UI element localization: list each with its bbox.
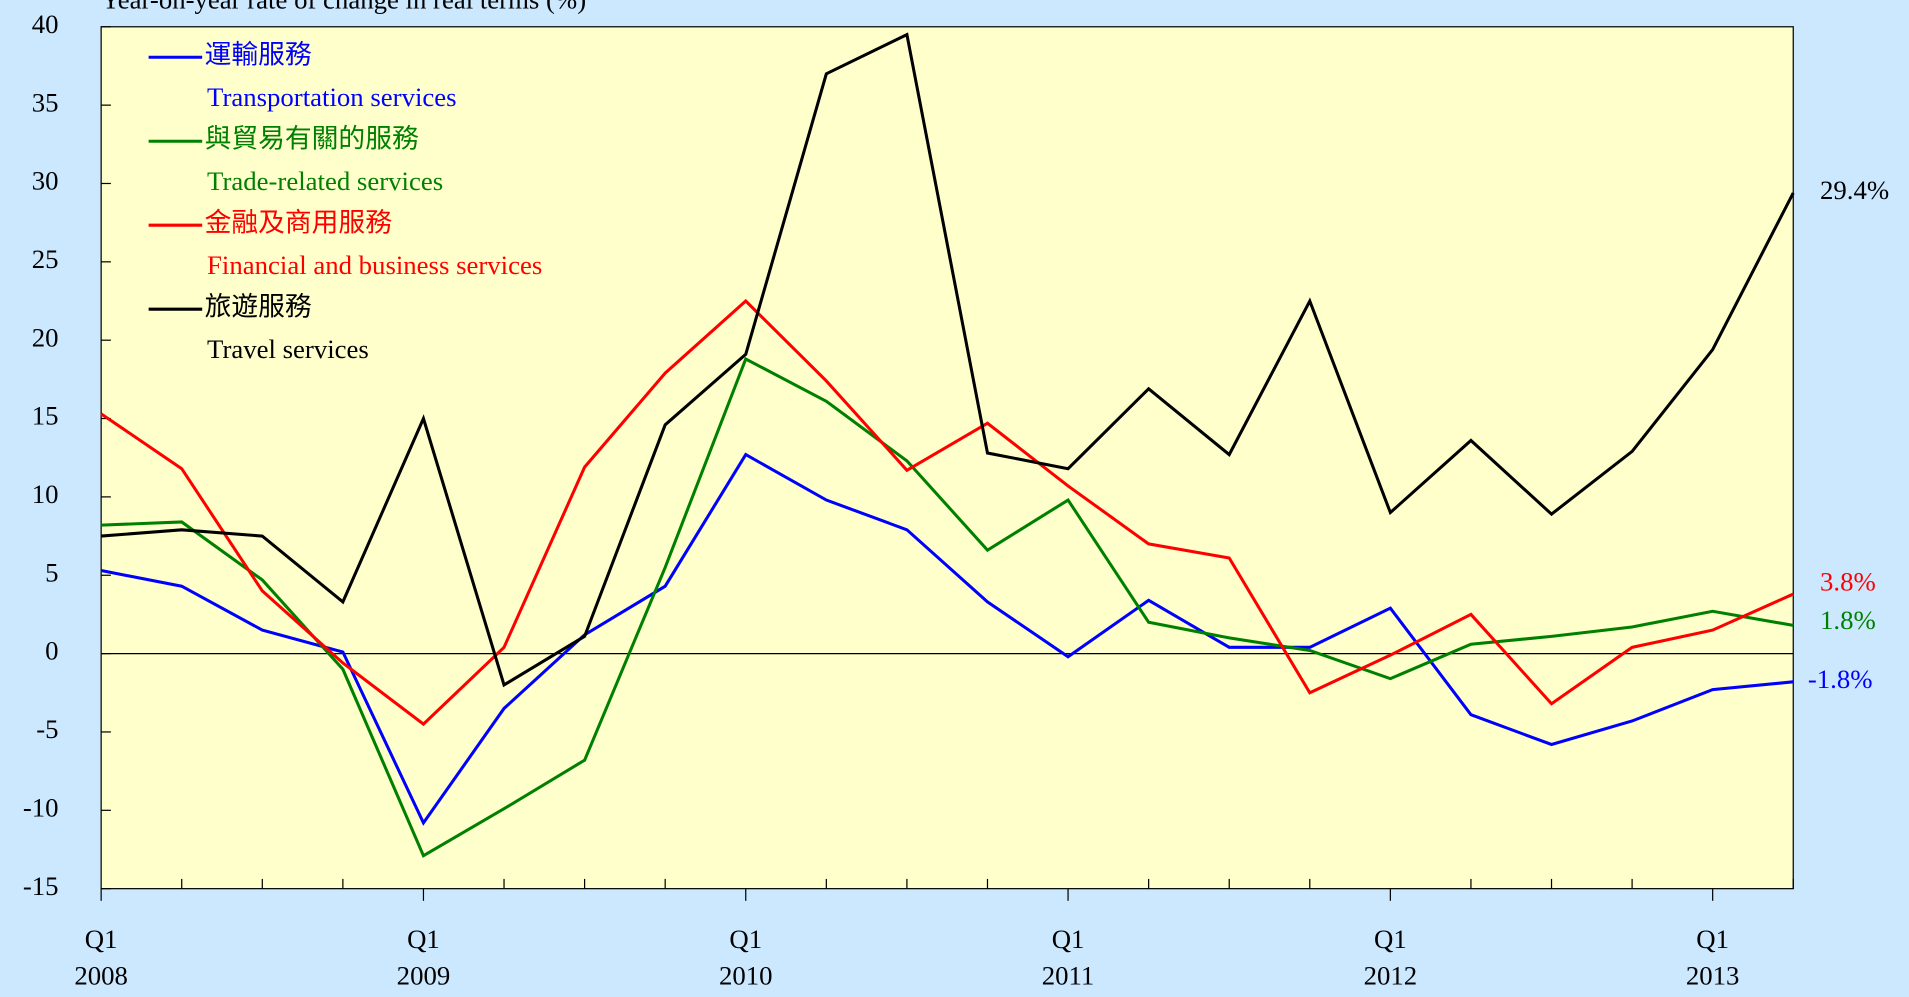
legend-label: 與貿易有關的服務 — [205, 123, 419, 153]
y-tick-label: 10 — [32, 479, 59, 509]
value-label: 1.8% — [1820, 605, 1876, 635]
plot-area — [100, 26, 1794, 890]
y-tick-label: -10 — [23, 792, 59, 822]
series-line — [100, 452, 1794, 826]
y-tick-label: 40 — [32, 9, 59, 39]
y-tick-label: 5 — [45, 557, 58, 587]
series-line — [101, 32, 1795, 688]
legend-label: Travel services — [207, 334, 369, 364]
chart-title: Year-on-year rate of change in real term… — [101, 0, 586, 15]
x-tick-label: Q1 2012 — [1364, 924, 1418, 991]
y-tick-label: 20 — [32, 322, 59, 352]
y-tick-label: 0 — [45, 636, 58, 666]
value-label: 29.4% — [1820, 175, 1889, 205]
legend-label: Transportation services — [207, 82, 457, 112]
y-tick-label: -5 — [36, 714, 58, 744]
x-tick-label: Q1 2008 — [74, 924, 128, 991]
value-label: 3.8% — [1820, 566, 1876, 596]
x-tick-label: Q1 2009 — [397, 924, 451, 991]
legend-label: 運輸服務 — [205, 39, 312, 69]
y-tick-label: 30 — [32, 166, 59, 196]
legend-label: Trade-related services — [207, 166, 443, 196]
legend-label: Financial and business services — [207, 250, 542, 280]
y-tick-label: 35 — [32, 87, 59, 117]
series-line — [100, 298, 1794, 727]
value-label: -1.8% — [1808, 664, 1873, 694]
y-tick-label: -15 — [23, 871, 59, 901]
x-tick-label: Q1 2011 — [1042, 924, 1095, 991]
legend-label: 金融及商用服務 — [205, 207, 393, 237]
x-tick-label: Q1 2010 — [719, 924, 773, 991]
x-tick-label: Q1 2013 — [1686, 924, 1740, 991]
legend-label: 旅遊服務 — [205, 291, 312, 321]
series-line — [101, 356, 1794, 858]
y-tick-label: 15 — [32, 401, 59, 431]
y-tick-label: 25 — [32, 244, 59, 274]
